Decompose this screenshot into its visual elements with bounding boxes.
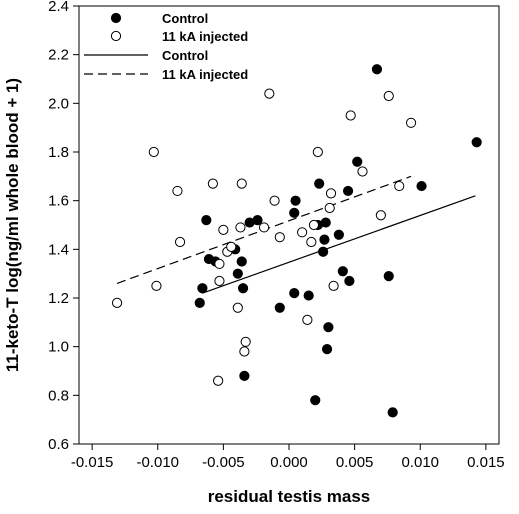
legend-label: 11 kA injected bbox=[162, 29, 248, 44]
y-axis-ticks: 0.6 0.8 1.0 1.2 1.4 1.6 1.8 2.0 2.2 2.4 bbox=[48, 0, 79, 453]
injected-point bbox=[264, 88, 275, 99]
y-tick-label: 0.6 bbox=[48, 436, 69, 453]
control-point bbox=[342, 185, 354, 197]
y-tick-label: 1.0 bbox=[48, 339, 69, 356]
control-point bbox=[352, 156, 363, 167]
injected-point bbox=[148, 146, 159, 158]
injected-point bbox=[214, 275, 225, 287]
injected-point bbox=[357, 166, 368, 177]
injected-point bbox=[207, 178, 218, 189]
x-axis-title: residual testis mass bbox=[208, 487, 371, 506]
x-tick-label: -0.010 bbox=[136, 454, 179, 471]
injected-point bbox=[269, 195, 280, 206]
data-points bbox=[111, 64, 482, 418]
injected-point bbox=[308, 219, 320, 231]
injected-point bbox=[151, 280, 162, 291]
y-axis-title: 11-keto-T log(ng/ml whole blood + 1) bbox=[3, 78, 22, 372]
y-tick-label: 1.2 bbox=[48, 290, 69, 307]
control-point bbox=[290, 195, 301, 206]
control-point bbox=[303, 290, 314, 301]
x-tick-label: 0.010 bbox=[401, 454, 439, 471]
injected-point bbox=[375, 210, 386, 221]
injected-point bbox=[274, 232, 285, 243]
injected-point bbox=[218, 224, 229, 235]
control-point bbox=[237, 283, 249, 294]
control-point bbox=[274, 302, 285, 313]
x-tick-label: 0.015 bbox=[467, 454, 505, 471]
legend: Control 11 kA injected Control 11 kA inject… bbox=[84, 11, 248, 82]
control-point bbox=[344, 275, 355, 287]
y-tick-label: 2.0 bbox=[48, 95, 69, 112]
injected-point bbox=[172, 185, 183, 197]
injected-point bbox=[111, 297, 123, 308]
x-tick-label: -0.005 bbox=[202, 454, 245, 471]
x-axis-ticks: -0.015 -0.010 -0.005 0.000 0.005 0.010 0.015 bbox=[71, 444, 505, 471]
control-point bbox=[383, 271, 394, 282]
y-tick-label: 0.8 bbox=[48, 387, 69, 404]
plot-area bbox=[78, 5, 500, 445]
injected-point bbox=[324, 202, 335, 214]
plot-border bbox=[78, 5, 500, 445]
legend-label: Control bbox=[162, 48, 208, 63]
control-point bbox=[252, 215, 263, 226]
control-point bbox=[321, 344, 333, 355]
y-tick-label: 2.2 bbox=[48, 47, 69, 64]
injected-point bbox=[214, 258, 225, 270]
control-point bbox=[387, 407, 398, 418]
regression-lines bbox=[116, 175, 476, 294]
control-point bbox=[416, 180, 427, 192]
injected-point bbox=[297, 227, 308, 238]
injected-point bbox=[213, 375, 224, 386]
control-point bbox=[310, 395, 321, 406]
control-point bbox=[236, 256, 247, 267]
injected-point bbox=[258, 222, 270, 233]
legend-control-marker bbox=[110, 12, 122, 24]
injected-point bbox=[240, 336, 251, 347]
injected-point bbox=[235, 222, 246, 233]
injected-point bbox=[239, 346, 250, 357]
control-point bbox=[289, 207, 300, 218]
control-point bbox=[289, 288, 300, 299]
control-point bbox=[333, 229, 344, 240]
control-point bbox=[320, 217, 331, 228]
legend-label: Control bbox=[162, 11, 208, 26]
control-point bbox=[318, 246, 329, 257]
control-point bbox=[194, 297, 205, 308]
injected-point bbox=[302, 314, 313, 325]
control-point bbox=[371, 64, 383, 75]
control-point bbox=[197, 283, 208, 294]
x-tick-label: 0.005 bbox=[336, 454, 374, 471]
injected-point bbox=[232, 302, 243, 313]
x-tick-label: -0.015 bbox=[71, 454, 114, 471]
injected-point bbox=[174, 236, 186, 248]
injected-point bbox=[394, 180, 405, 192]
injected-point bbox=[312, 146, 323, 158]
injected-point bbox=[328, 280, 339, 291]
control-point bbox=[337, 266, 348, 277]
legend-label: 11 kA injected bbox=[162, 67, 248, 82]
control-point bbox=[232, 268, 243, 279]
injected-point bbox=[226, 241, 237, 252]
y-tick-label: 1.8 bbox=[48, 144, 69, 161]
injected-point bbox=[345, 110, 356, 121]
injected-point bbox=[325, 188, 337, 199]
injected-point bbox=[236, 178, 247, 189]
control-point bbox=[239, 370, 250, 381]
injected-point bbox=[405, 117, 417, 128]
x-tick-label: 0.000 bbox=[270, 454, 308, 471]
control-point bbox=[314, 178, 325, 189]
control-point bbox=[323, 322, 334, 333]
control-point bbox=[471, 137, 482, 148]
y-tick-label: 1.6 bbox=[48, 193, 69, 210]
control-fit-line bbox=[202, 195, 476, 294]
legend-injected-marker bbox=[110, 30, 122, 42]
injected-point bbox=[306, 236, 317, 248]
control-point bbox=[201, 215, 212, 226]
y-tick-label: 1.4 bbox=[48, 241, 69, 258]
injected-point bbox=[383, 90, 394, 102]
y-tick-label: 2.4 bbox=[48, 0, 69, 15]
control-point bbox=[319, 234, 330, 245]
